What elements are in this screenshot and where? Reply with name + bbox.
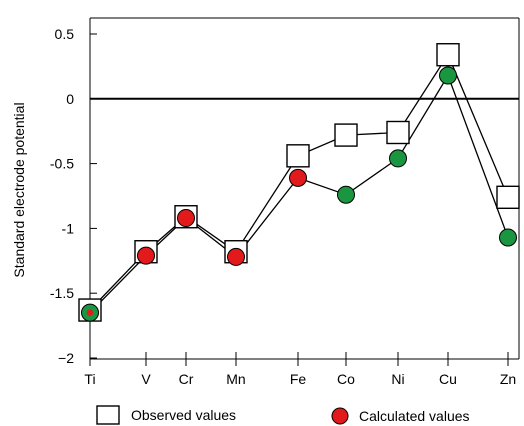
x-tick-label: V [141, 371, 151, 387]
x-tick-label: Zn [500, 371, 516, 387]
calculated-point-cu [439, 66, 457, 85]
observed-point-ni [386, 120, 410, 145]
calculated-point-zn [499, 228, 517, 247]
legend-calculated-swatch [331, 407, 349, 425]
calculated-point-ni [389, 149, 407, 168]
x-tick-label: Co [337, 371, 355, 387]
calculated-markers [81, 66, 517, 322]
legend-calculated-label: Calculated values [359, 408, 470, 424]
calculated-point-inner-ti [86, 309, 94, 316]
observed-point-zn [496, 185, 520, 209]
y-tick-label: 0 [66, 91, 74, 107]
y-tick-label: -1 [62, 220, 75, 236]
x-tick-label: Fe [290, 371, 307, 387]
x-tick-label: Cr [179, 371, 194, 387]
x-tick-label: Ni [391, 371, 404, 387]
y-axis-ticks: 0.5 0 -0.5 -1 -1.5 −2 [50, 26, 97, 366]
x-tick-label: Mn [226, 371, 245, 387]
calculated-point-co [337, 185, 355, 204]
calculated-point-v [137, 246, 155, 265]
x-tick-label: Ti [84, 371, 95, 387]
calculated-point-mn [227, 247, 245, 266]
calculated-point-fe [289, 168, 307, 187]
x-tick-label: Cu [439, 371, 457, 387]
observed-point-co [334, 123, 358, 147]
y-tick-label: -0.5 [50, 156, 74, 172]
y-axis-title: Standard electrode potential [11, 102, 27, 277]
x-axis-ticks: Ti V Cr Mn Fe Co Ni Cu Zn [84, 352, 516, 387]
calculated-series-line [89, 74, 509, 314]
y-tick-label: -1.5 [50, 285, 74, 301]
calculated-point-cr [177, 209, 195, 228]
legend-observed-swatch [96, 405, 120, 425]
observed-point-fe [286, 144, 310, 168]
y-tick-label: 0.5 [55, 26, 75, 42]
legend-observed-label: Observed values [131, 407, 236, 423]
y-tick-label: −2 [58, 350, 74, 366]
legend: Observed values Calculated values [96, 405, 470, 425]
observed-point-cu [436, 43, 460, 67]
